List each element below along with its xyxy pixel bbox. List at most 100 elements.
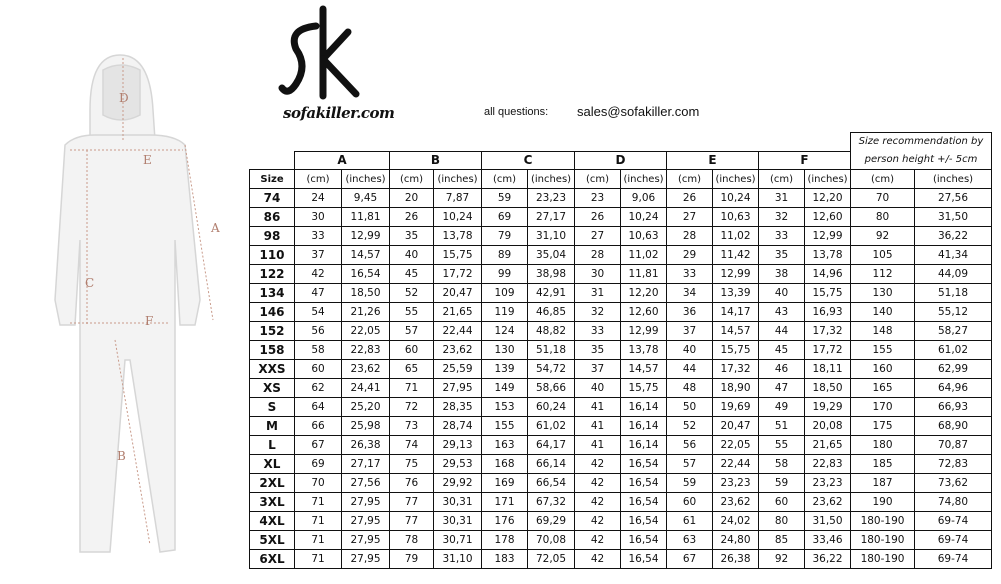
measurement-cell: 22,05 xyxy=(712,435,759,455)
measurement-cell: 20 xyxy=(389,188,434,208)
measurement-cell: 69-74 xyxy=(914,511,992,531)
measurement-cell: 66 xyxy=(294,416,342,436)
size-header: Size xyxy=(249,169,295,189)
label-b: B xyxy=(117,449,126,463)
measurement-cell: 13,78 xyxy=(804,245,851,265)
measurement-cell: 35 xyxy=(389,226,434,246)
size-cell: 158 xyxy=(249,340,295,360)
measurement-cell: 24,02 xyxy=(712,511,759,531)
measurement-cell: 15,75 xyxy=(433,245,482,265)
measurement-cell: 11,02 xyxy=(620,245,667,265)
measurement-cell: 16,54 xyxy=(620,473,667,493)
measurement-cell: 89 xyxy=(481,245,528,265)
measurement-cell: 112 xyxy=(850,264,915,284)
measurement-cell: 18,11 xyxy=(804,359,851,379)
measurement-cell: 16,14 xyxy=(620,397,667,417)
measurement-cell: 66,93 xyxy=(914,397,992,417)
measurement-cell: 74,80 xyxy=(914,492,992,512)
recommendation-header: Size recommendation by person height +/-… xyxy=(850,132,992,170)
measurement-cell: 24 xyxy=(294,188,342,208)
measurement-cell: 16,54 xyxy=(341,264,390,284)
measurement-cell: 52 xyxy=(389,283,434,303)
measurement-cell: 140 xyxy=(850,302,915,322)
measurement-cell: 75 xyxy=(389,454,434,474)
measurement-cell: 139 xyxy=(481,359,528,379)
measurement-cell: 41 xyxy=(574,397,621,417)
size-cell: 110 xyxy=(249,245,295,265)
measurement-cell: 59 xyxy=(666,473,713,493)
measurement-cell: 37 xyxy=(666,321,713,341)
measurement-cell: 36 xyxy=(666,302,713,322)
measurement-cell: 29,13 xyxy=(433,435,482,455)
measurement-cell: 35 xyxy=(574,340,621,360)
logo-text: sofakiller.com xyxy=(283,104,395,122)
measurement-cell: 33 xyxy=(666,264,713,284)
measurement-cell: 42 xyxy=(574,530,621,550)
measurement-cell: 11,42 xyxy=(712,245,759,265)
measurement-cell: 27,95 xyxy=(341,511,390,531)
unit-cm-header: (cm) xyxy=(850,169,915,189)
measurement-cell: 73,62 xyxy=(914,473,992,493)
measurement-cell: 44,09 xyxy=(914,264,992,284)
measurement-cell: 33 xyxy=(758,226,805,246)
measurement-cell: 12,99 xyxy=(620,321,667,341)
measurement-cell: 23,62 xyxy=(804,492,851,512)
measurement-cell: 18,90 xyxy=(712,378,759,398)
measurement-cell: 26 xyxy=(389,207,434,227)
group-header-d: D xyxy=(574,150,667,170)
measurement-cell: 60 xyxy=(294,359,342,379)
measurement-cell: 71 xyxy=(389,378,434,398)
measurement-cell: 42 xyxy=(574,549,621,569)
contact-email[interactable]: sales@sofakiller.com xyxy=(577,104,700,119)
table-row: 74 24 9,45 20 7,87 59 23,23 23 9,06 26 10,24 31 12,2… xyxy=(249,188,992,208)
measurement-cell: 69-74 xyxy=(914,530,992,550)
measurement-cell: 50 xyxy=(666,397,713,417)
measurement-cell: 153 xyxy=(481,397,528,417)
onesie-diagram: D E A C F B xyxy=(54,54,220,553)
measurement-cell: 30 xyxy=(574,264,621,284)
table-row: 152 56 22,05 57 22,44 124 48,82 33 12,99 37 14,57 4… xyxy=(249,321,992,341)
measurement-cell: 67 xyxy=(666,549,713,569)
measurement-cell: 63 xyxy=(666,530,713,550)
measurement-cell: 23,62 xyxy=(433,340,482,360)
measurement-cell: 15,75 xyxy=(804,283,851,303)
measurement-cell: 23,62 xyxy=(712,492,759,512)
size-cell: 134 xyxy=(249,283,295,303)
measurement-cell: 99 xyxy=(481,264,528,284)
measurement-cell: 59 xyxy=(758,473,805,493)
measurement-cell: 48,82 xyxy=(527,321,575,341)
measurement-cell: 176 xyxy=(481,511,528,531)
size-cell: 86 xyxy=(249,207,295,227)
measurement-cell: 64 xyxy=(294,397,342,417)
measurement-cell: 22,44 xyxy=(712,454,759,474)
unit-inches-header: (inches) xyxy=(620,169,667,189)
measurement-cell: 78 xyxy=(389,530,434,550)
table-row: L 67 26,38 74 29,13 163 64,17 41 16,14 56 22,05 55 2… xyxy=(249,435,992,455)
unit-inches-header: (inches) xyxy=(712,169,759,189)
measurement-cell: 66,54 xyxy=(527,473,575,493)
measurement-cell: 185 xyxy=(850,454,915,474)
measurement-cell: 74 xyxy=(389,435,434,455)
measurement-cell: 35,04 xyxy=(527,245,575,265)
measurement-cell: 79 xyxy=(389,549,434,569)
measurement-cell: 80 xyxy=(850,207,915,227)
measurement-cell: 35 xyxy=(758,245,805,265)
measurement-cell: 32 xyxy=(574,302,621,322)
measurement-cell: 72,83 xyxy=(914,454,992,474)
measurement-cell: 32 xyxy=(758,207,805,227)
measurement-cell: 9,45 xyxy=(341,188,390,208)
measurement-cell: 49 xyxy=(758,397,805,417)
size-cell: 3XL xyxy=(249,492,295,512)
measurement-cell: 38 xyxy=(758,264,805,284)
measurement-cell: 18,50 xyxy=(341,283,390,303)
measurement-cell: 70 xyxy=(850,188,915,208)
unit-cm-header: (cm) xyxy=(666,169,713,189)
measurement-cell: 13,78 xyxy=(620,340,667,360)
table-row: 3XL 71 27,95 77 30,31 171 67,32 42 16,54 60 23,62 6… xyxy=(249,492,992,512)
measurement-cell: 41,34 xyxy=(914,245,992,265)
measurement-cell: 19,69 xyxy=(712,397,759,417)
measurement-cell: 61,02 xyxy=(914,340,992,360)
measurement-cell: 72,05 xyxy=(527,549,575,569)
measurement-cell: 14,96 xyxy=(804,264,851,284)
measurement-cell: 56 xyxy=(294,321,342,341)
